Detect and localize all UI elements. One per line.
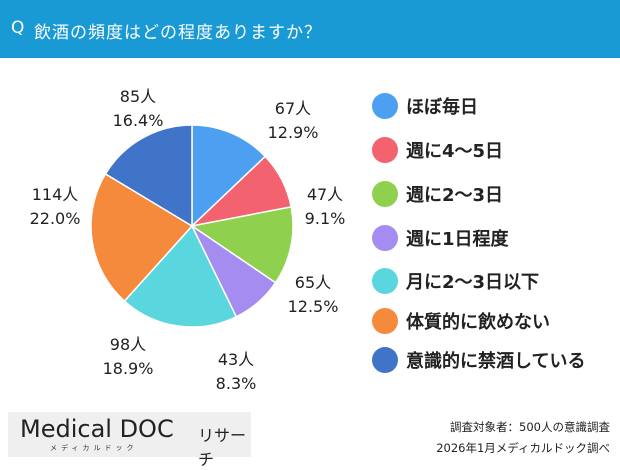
legend-item: 週に1日程度 — [372, 224, 509, 252]
slice-label: 67人 12.9% — [268, 97, 319, 145]
slice-count: 114人 — [31, 185, 79, 204]
pie-slice — [190, 205, 294, 284]
slice-percent: 16.4% — [112, 111, 164, 130]
survey-note: 調査対象者：500人の意識調査 — [450, 420, 610, 434]
legend-label: 体質的に飲めない — [406, 312, 550, 333]
medical-doc-logo: Medical DOC リサーチ メディカルドック — [8, 412, 251, 469]
slice-label: 114人 22.0% — [30, 183, 81, 231]
slice-percent: 12.9% — [267, 123, 319, 142]
slice-count: 85人 — [119, 87, 157, 106]
legend-swatch-icon — [372, 347, 398, 373]
legend-item: 体質的に飲めない — [372, 307, 550, 335]
legend-label: 意識的に禁酒している — [406, 351, 586, 372]
legend-label: 月に2～3日以下 — [406, 272, 540, 293]
slice-label: 65人 12.5% — [288, 271, 339, 319]
legend-item: 意識的に禁酒している — [372, 346, 585, 374]
logo-kana: メディカルドック — [50, 444, 138, 452]
slice-percent: 8.3% — [215, 374, 257, 393]
question-mark: Q — [11, 18, 25, 38]
pie-slice — [104, 124, 193, 228]
logo-suffix: リサーチ — [198, 426, 247, 469]
slice-label: 47人 9.1% — [305, 183, 346, 231]
page-title: 飲酒の頻度はどの程度ありますか？ — [34, 23, 322, 43]
slice-label: 43人 8.3% — [216, 348, 257, 396]
legend-label: 週に4～5日 — [406, 141, 504, 162]
legend-swatch-icon — [372, 93, 398, 119]
legend-item: 週に2～3日 — [372, 180, 503, 208]
slice-label: 85人 16.4% — [113, 85, 164, 133]
legend-swatch-icon — [372, 308, 398, 334]
slice-count: 67人 — [274, 99, 312, 118]
legend-label: ほぼ毎日 — [406, 97, 478, 118]
slice-label: 98人 18.9% — [103, 333, 154, 381]
slice-count: 47人 — [306, 185, 344, 204]
legend-label: 週に1日程度 — [406, 229, 509, 250]
pie-slice — [90, 172, 194, 303]
legend-label: 週に2～3日 — [406, 185, 504, 206]
header-bar: Q 飲酒の頻度はどの程度ありますか？ — [0, 0, 620, 58]
legend-item: 週に4～5日 — [372, 136, 503, 164]
logo-brand: Medical DOC — [20, 415, 174, 443]
slice-count: 43人 — [217, 350, 255, 369]
pie-slice — [123, 224, 238, 328]
legend-item: ほぼ毎日 — [372, 92, 478, 120]
survey-date: 2026年1月メディカルドック調べ — [436, 441, 610, 455]
slice-percent: 9.1% — [304, 209, 346, 228]
legend-item: 月に2～3日以下 — [372, 267, 539, 295]
pie-slice — [191, 124, 267, 228]
legend-swatch-icon — [372, 268, 398, 294]
slice-count: 98人 — [109, 335, 147, 354]
slice-percent: 18.9% — [102, 359, 154, 378]
legend-swatch-icon — [372, 137, 398, 163]
slice-percent: 12.5% — [287, 297, 339, 316]
legend-swatch-icon — [372, 181, 398, 207]
legend-swatch-icon — [372, 225, 398, 251]
slice-count: 65人 — [294, 273, 332, 292]
slice-percent: 22.0% — [29, 209, 81, 228]
